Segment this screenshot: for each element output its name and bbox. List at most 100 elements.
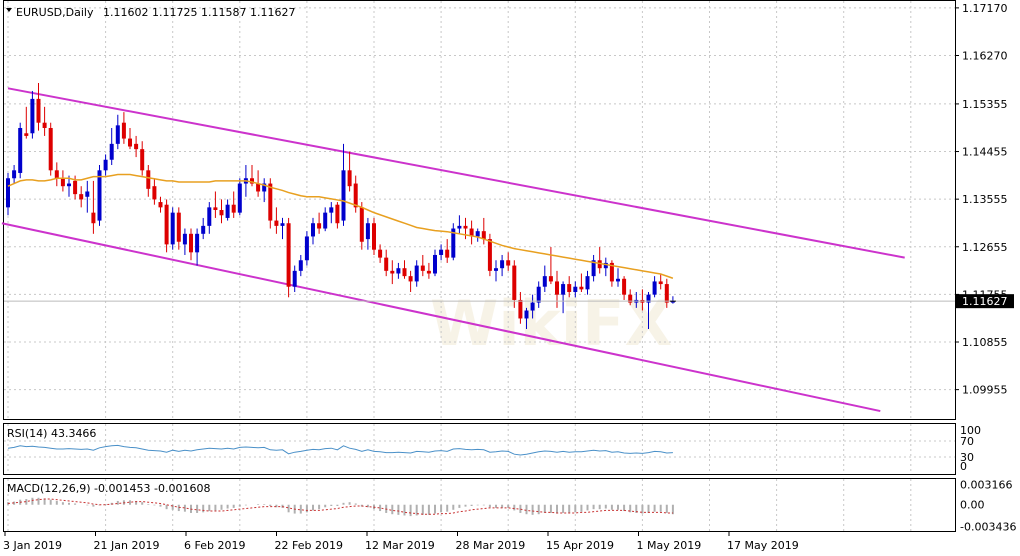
candle (219, 199, 224, 224)
candle (408, 270, 413, 293)
candle-body (335, 204, 340, 224)
candle (311, 217, 315, 245)
candle-body (426, 270, 431, 274)
candle (335, 202, 340, 229)
candlesticks (6, 83, 675, 330)
candle (573, 281, 578, 298)
candle (603, 257, 608, 277)
candle-body (146, 170, 151, 189)
candle-body (396, 268, 401, 274)
candle (597, 247, 602, 274)
candle-body (207, 207, 212, 226)
macd-panel[interactable] (3, 478, 956, 532)
candle (67, 175, 71, 197)
candle (494, 260, 498, 282)
candle (555, 270, 559, 308)
candle-body (329, 207, 334, 213)
candle-body (500, 260, 505, 269)
candle-body (469, 228, 474, 237)
candle-body (494, 268, 498, 271)
candle-body (518, 299, 523, 319)
candle (445, 239, 450, 263)
channel-upper-line (7, 87, 905, 259)
candle (195, 228, 200, 266)
candle-body (195, 233, 200, 253)
candle-body (18, 127, 23, 173)
ma-line (7, 173, 674, 279)
candle-body (616, 278, 620, 282)
candle (85, 180, 90, 213)
candle (304, 231, 309, 266)
candle (591, 254, 596, 282)
macd-tick-label: 0.003166 (960, 479, 1013, 492)
candle (616, 268, 620, 287)
macd-tick-label: -0.003436 (960, 520, 1016, 533)
candle (439, 244, 444, 261)
candle-body (390, 270, 395, 274)
candle (365, 217, 370, 250)
date-tick-label: 15 Apr 2019 (546, 539, 614, 552)
candle (268, 178, 273, 229)
chart-header: EURUSD,Daily 1.11602 1.11725 1.11587 1.1… (6, 6, 295, 19)
candle-body (561, 284, 566, 295)
candle-body (512, 265, 517, 300)
candle-body (555, 281, 559, 295)
candle-body (274, 220, 279, 226)
price-tick-label: 1.10855 (962, 336, 1008, 349)
candle-body (451, 228, 456, 258)
date-tick-label: 22 Feb 2019 (275, 539, 343, 552)
candle-body (250, 178, 254, 184)
candle-body (439, 249, 444, 255)
candle (323, 207, 328, 232)
candle (396, 262, 401, 279)
candle (146, 165, 151, 197)
symbol-label: EURUSD,Daily (16, 6, 94, 19)
candle (164, 199, 169, 253)
candle (658, 273, 663, 290)
candle (176, 207, 181, 250)
macd-signal-line (7, 498, 673, 515)
candle-body (530, 302, 535, 311)
candle (341, 143, 346, 226)
price-tick-label: 1.15355 (962, 98, 1008, 111)
candle (79, 186, 84, 208)
dropdown-triangle-icon[interactable] (6, 8, 12, 12)
candle (18, 122, 23, 179)
candle (536, 281, 541, 308)
price-panel[interactable] (3, 0, 956, 420)
candle-body (256, 183, 261, 192)
candle (60, 170, 65, 192)
candle (628, 289, 633, 306)
candle (12, 165, 17, 184)
axis-labels: 1.17170 1.16270 1.15355 1.14455 1.13555 1.126… (3, 2, 1016, 552)
candle (561, 281, 566, 314)
candle (372, 217, 376, 255)
candle (524, 307, 529, 330)
rsi-panel[interactable] (3, 423, 956, 475)
candle (347, 151, 352, 192)
candle-body (298, 260, 303, 271)
candle-body (323, 212, 328, 229)
price-channel (1, 87, 905, 413)
candle-body (225, 204, 230, 218)
candle-body (109, 143, 114, 160)
candle (475, 228, 480, 242)
candle (91, 180, 96, 234)
candle (359, 202, 364, 250)
candle-body (121, 122, 126, 139)
candle-body (140, 149, 145, 171)
candle (622, 276, 627, 300)
candle (548, 247, 553, 285)
candle (433, 249, 437, 277)
candle-body (622, 278, 627, 295)
candle (109, 127, 114, 166)
candle (512, 260, 517, 308)
moving-average (7, 173, 674, 279)
candle (201, 217, 206, 240)
candle (518, 292, 523, 324)
current-price-box (956, 294, 1014, 309)
candle (567, 276, 572, 298)
candle-body (317, 223, 322, 229)
candle-body (481, 231, 486, 240)
